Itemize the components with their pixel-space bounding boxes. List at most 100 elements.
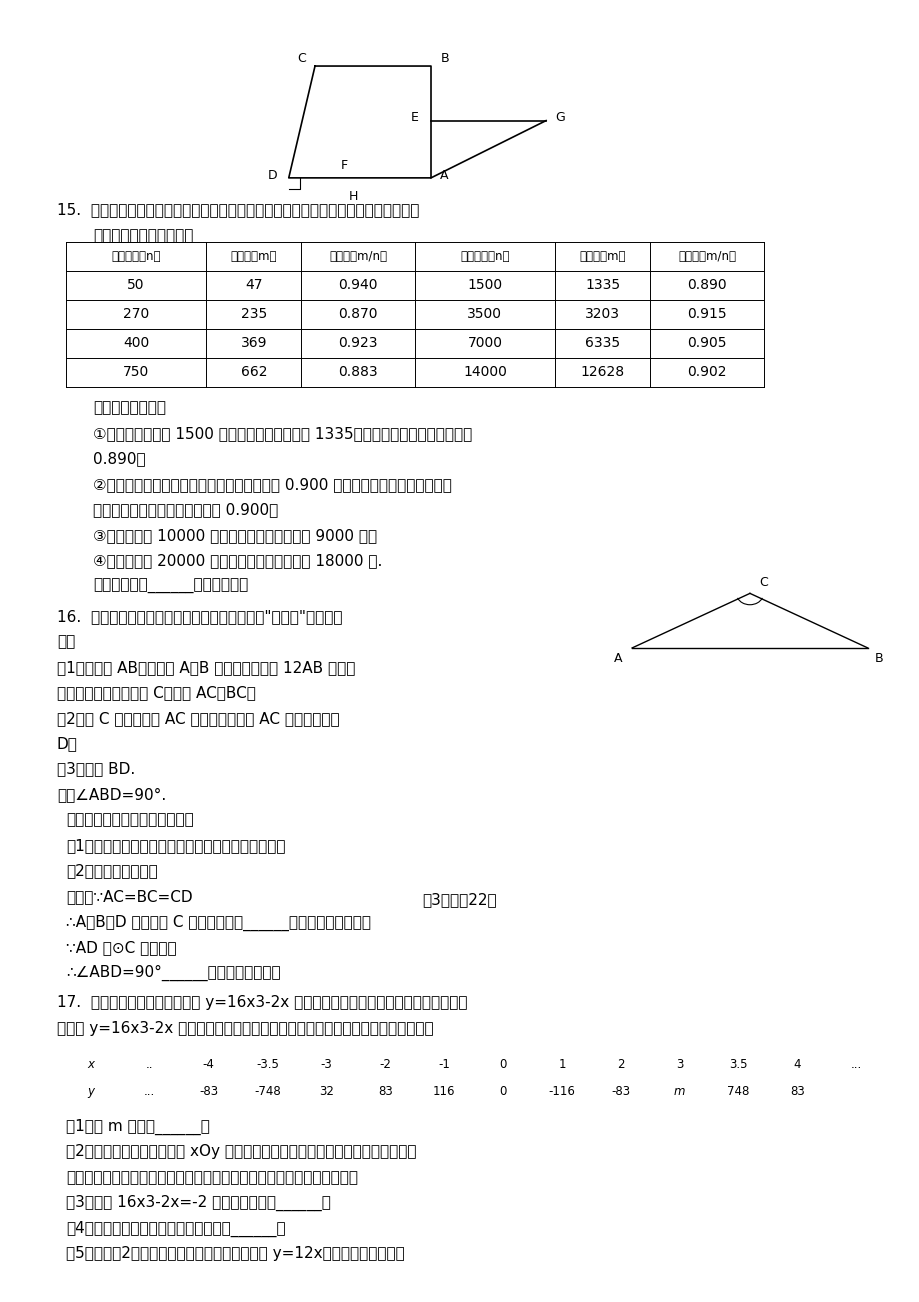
Text: -83: -83 <box>199 1085 218 1098</box>
Text: -2: -2 <box>379 1057 391 1070</box>
Text: 第3页，共22页: 第3页，共22页 <box>422 892 497 907</box>
Text: 证明：∵AC=BC=CD: 证明：∵AC=BC=CD <box>66 889 192 904</box>
Text: 成活率（m/n）: 成活率（m/n） <box>677 250 735 263</box>
Text: 对函数 y=16x3-2x 的图象与性质进行了探究，下面是小彤探究的过程，请补充完整: 对函数 y=16x3-2x 的图象与性质进行了探究，下面是小彤探究的过程，请补充… <box>57 1021 433 1035</box>
Text: 3.5: 3.5 <box>729 1057 747 1070</box>
Text: 0.883: 0.883 <box>338 366 378 379</box>
Text: ①当移植的树数是 1500 时，表格记录成活数是 1335，所以这种树苗成活的概率是: ①当移植的树数是 1500 时，表格记录成活数是 1335，所以这种树苗成活的概… <box>93 426 471 441</box>
Text: （1）使用直尺和圆规，补全图形；（保留作图痕迹）: （1）使用直尺和圆规，补全图形；（保留作图痕迹） <box>66 838 285 853</box>
Text: -4: -4 <box>202 1057 214 1070</box>
Text: -3: -3 <box>320 1057 332 1070</box>
Text: （1）求 m 的值为______；: （1）求 m 的值为______； <box>66 1118 210 1135</box>
Text: 0.915: 0.915 <box>686 307 726 322</box>
Text: ∴A、B、D 三点在以 C 为圆心的圆上______．（填推理的依据）: ∴A、B、D 三点在以 C 为圆心的圆上______．（填推理的依据） <box>66 914 370 931</box>
Text: -1: -1 <box>437 1057 449 1070</box>
Text: 0.923: 0.923 <box>338 336 378 350</box>
Text: 根据木工师傅的尺规作图过程，: 根据木工师傅的尺规作图过程， <box>66 812 193 828</box>
Text: 下面有四个推断：: 下面有四个推断： <box>93 401 165 415</box>
Text: 3203: 3203 <box>584 307 619 322</box>
Text: 1: 1 <box>558 1057 565 1070</box>
Text: ...: ... <box>144 1085 155 1098</box>
Text: -3.5: -3.5 <box>255 1057 278 1070</box>
Text: E: E <box>410 112 418 125</box>
Text: C: C <box>297 52 305 65</box>
Text: ∴∠ABD=90°______（填推理的依据）: ∴∠ABD=90°______（填推理的依据） <box>66 965 280 982</box>
Text: F: F <box>340 159 347 172</box>
Text: 0.890: 0.890 <box>686 279 726 292</box>
Text: 0.870: 0.870 <box>338 307 378 322</box>
Text: B: B <box>440 52 448 65</box>
Text: 1335: 1335 <box>584 279 619 292</box>
Text: 0: 0 <box>499 1085 506 1098</box>
Text: 400: 400 <box>123 336 149 350</box>
Text: 1500: 1500 <box>467 279 502 292</box>
Text: 2: 2 <box>617 1057 624 1070</box>
Text: 移植棵数（n）: 移植棵数（n） <box>111 250 161 263</box>
Text: -116: -116 <box>548 1085 574 1098</box>
Text: 17.  有这样一个问题：探究函数 y=16x3-2x 的图象与性质．小彤根据学习函数的经验，: 17. 有这样一个问题：探究函数 y=16x3-2x 的图象与性质．小彤根据学习… <box>57 995 467 1010</box>
Text: 性，可以估计树苗成活的概率是 0.900；: 性，可以估计树苗成活的概率是 0.900； <box>93 503 278 517</box>
Text: 50: 50 <box>127 279 144 292</box>
Text: m: m <box>674 1085 685 1098</box>
Text: （2）以 C 为圆心，以 AC 长为半径作弧交 AC 的延长线于点: （2）以 C 为圆心，以 AC 长为半径作弧交 AC 的延长线于点 <box>57 711 339 725</box>
Text: 15.  小张承包了一片荒山，他想把这片荒山改造成一个苹果园，现在有一种苹果树苗，: 15. 小张承包了一片荒山，他想把这片荒山改造成一个苹果园，现在有一种苹果树苗， <box>57 202 419 217</box>
Text: ②随着移植棵数的增加，树苗成活的频率总在 0.900 附近摆动，显示出一定的稳定: ②随着移植棵数的增加，树苗成活的频率总在 0.900 附近摆动，显示出一定的稳定 <box>93 477 451 492</box>
Text: 其中合理的是______（只写序号）: 其中合理的是______（只写序号） <box>93 579 248 594</box>
Text: D；: D； <box>57 736 77 751</box>
Text: 3500: 3500 <box>467 307 502 322</box>
Text: 662: 662 <box>241 366 267 379</box>
Text: 32: 32 <box>319 1085 334 1098</box>
Text: ...: ... <box>850 1057 861 1070</box>
Text: 0.940: 0.940 <box>338 279 378 292</box>
Text: （2）完成下面的证明: （2）完成下面的证明 <box>66 863 157 879</box>
Text: （1）作线段 AB，分别以 A、B 为圆心，以大于 12AB 长为半: （1）作线段 AB，分别以 A、B 为圆心，以大于 12AB 长为半 <box>57 660 355 674</box>
Text: 7000: 7000 <box>467 336 502 350</box>
Text: 369: 369 <box>241 336 267 350</box>
Text: 83: 83 <box>378 1085 392 1098</box>
Text: （4）观察图象，写出该函数的一条性质______；: （4）观察图象，写出该函数的一条性质______； <box>66 1221 285 1237</box>
Text: （3）方程 16x3-2x=-2 实数根的个数为______；: （3）方程 16x3-2x=-2 实数根的个数为______； <box>66 1195 330 1211</box>
Text: 成活数（m）: 成活数（m） <box>579 250 625 263</box>
Text: 14000: 14000 <box>462 366 506 379</box>
Text: ④若小张移植 20000 棵这种树苗，则一定成活 18000 棵.: ④若小张移植 20000 棵这种树苗，则一定成活 18000 棵. <box>93 553 382 569</box>
Text: G: G <box>554 112 564 125</box>
Text: x: x <box>87 1057 94 1070</box>
Text: 3: 3 <box>675 1057 683 1070</box>
Text: 4: 4 <box>793 1057 800 1070</box>
Text: 径作弧，两弧的交点为 C，连接 AC、BC；: 径作弧，两弧的交点为 C，连接 AC、BC； <box>57 685 255 700</box>
Text: 0: 0 <box>499 1057 506 1070</box>
Text: -83: -83 <box>610 1085 630 1098</box>
Text: 成活数（m）: 成活数（m） <box>231 250 277 263</box>
Text: 235: 235 <box>241 307 267 322</box>
Text: 0.905: 0.905 <box>686 336 726 350</box>
Text: ∵AD 是⊙C 的直径；: ∵AD 是⊙C 的直径； <box>66 940 176 954</box>
Text: 6335: 6335 <box>584 336 619 350</box>
Text: 所以∠ABD=90°.: 所以∠ABD=90°. <box>57 786 165 802</box>
Text: C: C <box>758 575 767 589</box>
Text: （3）连接 BD.: （3）连接 BD. <box>57 762 135 776</box>
Text: 83: 83 <box>789 1085 804 1098</box>
Text: 0.890；: 0.890； <box>93 452 145 466</box>
Text: 成活率（m/n）: 成活率（m/n） <box>329 250 387 263</box>
Text: 750: 750 <box>123 366 149 379</box>
Text: 16.  木工师傅在板材边角处作直角时，往往使用"三弧法"，其作法: 16. 木工师傅在板材边角处作直角时，往往使用"三弧法"，其作法 <box>57 609 342 624</box>
Text: D: D <box>267 169 277 182</box>
Text: 116: 116 <box>433 1085 455 1098</box>
Text: （2）如图，在平面直角坐标 xOy 中，描出了以上表中各对对应值为坐标的点，根: （2）如图，在平面直角坐标 xOy 中，描出了以上表中各对对应值为坐标的点，根 <box>66 1144 416 1159</box>
Text: y: y <box>87 1085 94 1098</box>
Text: 它的成活率如下表所示：: 它的成活率如下表所示： <box>93 228 193 243</box>
Text: H: H <box>348 190 357 203</box>
Text: A: A <box>614 652 622 665</box>
Text: 据描出的点，画出了图象的一部分，请根据剩余的点补全此函数的图象；: 据描出的点，画出了图象的一部分，请根据剩余的点补全此函数的图象； <box>66 1169 357 1185</box>
Text: 是：: 是： <box>57 634 75 650</box>
Text: ③若小张移植 10000 棵这种树苗，则可能成活 9000 棵；: ③若小张移植 10000 棵这种树苗，则可能成活 9000 棵； <box>93 527 377 543</box>
Text: -748: -748 <box>254 1085 280 1098</box>
Text: 0.902: 0.902 <box>686 366 726 379</box>
Text: A: A <box>440 169 448 182</box>
Text: 12628: 12628 <box>580 366 624 379</box>
Text: 移植棵数（n）: 移植棵数（n） <box>460 250 509 263</box>
Text: ..: .. <box>146 1057 153 1070</box>
Text: （5）在第（2）问的平面直角坐标系中画出直线 y=12x，根据图象写出方程: （5）在第（2）问的平面直角坐标系中画出直线 y=12x，根据图象写出方程 <box>66 1246 404 1262</box>
Text: B: B <box>873 652 882 665</box>
Text: 47: 47 <box>244 279 262 292</box>
